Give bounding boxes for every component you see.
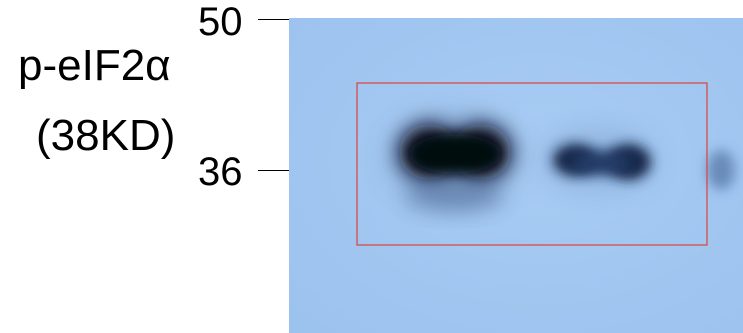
band-lane-2 [541,134,651,186]
highlight-box [356,82,708,246]
band-lane-1 [392,118,516,212]
marker-label-50: 50 [198,0,243,44]
marker-label-36: 36 [198,150,243,194]
band-lane-3 [707,150,735,190]
protein-size-label: (38KD) [36,111,176,160]
blot-membrane-image [289,18,743,333]
blot-svg [289,18,743,333]
membrane-background [289,18,743,333]
protein-name-label: p-eIF2α [18,41,171,90]
